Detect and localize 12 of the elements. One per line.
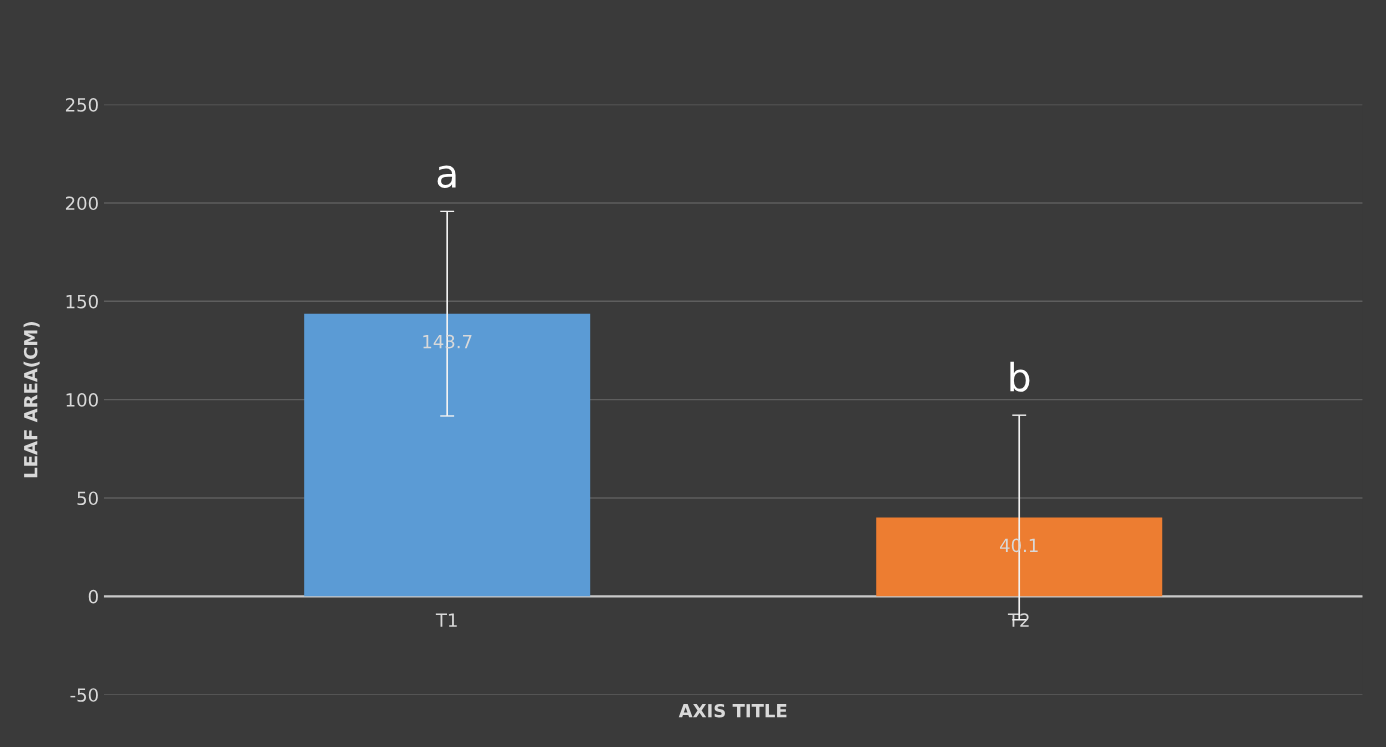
y-axis-title: LEAF AREA(CM): [23, 322, 40, 478]
annotation: a: [437, 165, 456, 188]
y-tick-label: 0: [88, 589, 98, 604]
y-tick-label: 150: [66, 294, 98, 309]
y-tick-label: -50: [70, 688, 98, 702]
x-tick-label: T1: [435, 613, 457, 627]
x-axis-title: AXIS TITLE: [678, 703, 787, 718]
y-tick-label: 200: [65, 196, 98, 211]
annotation: b: [1010, 361, 1030, 392]
y-tick-label: 100: [66, 393, 98, 407]
y-tick-label: 250: [65, 98, 98, 112]
y-tick-label: 50: [77, 491, 98, 506]
